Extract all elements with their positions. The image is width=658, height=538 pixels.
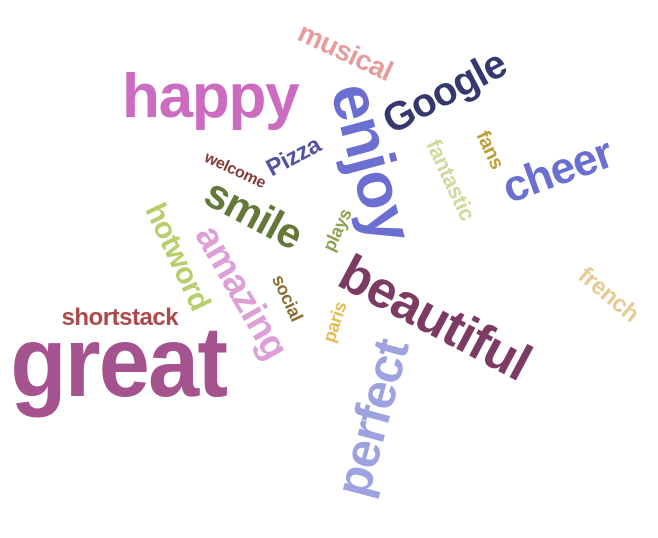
word-plays: plays <box>318 205 356 255</box>
word-perfect: perfect <box>324 333 420 503</box>
word-shortstack: shortstack <box>61 304 179 331</box>
word-pizza: Pizza <box>261 131 326 183</box>
word-french: french <box>572 261 645 328</box>
word-musical: musical <box>293 16 398 87</box>
word-cheer: cheer <box>495 128 619 213</box>
word-paris: paris <box>318 299 350 345</box>
word-great: great <box>9 306 228 418</box>
word-fans: fans <box>471 127 509 173</box>
word-happy: happy <box>122 62 300 131</box>
word-fantastic: fantastic <box>420 135 480 225</box>
